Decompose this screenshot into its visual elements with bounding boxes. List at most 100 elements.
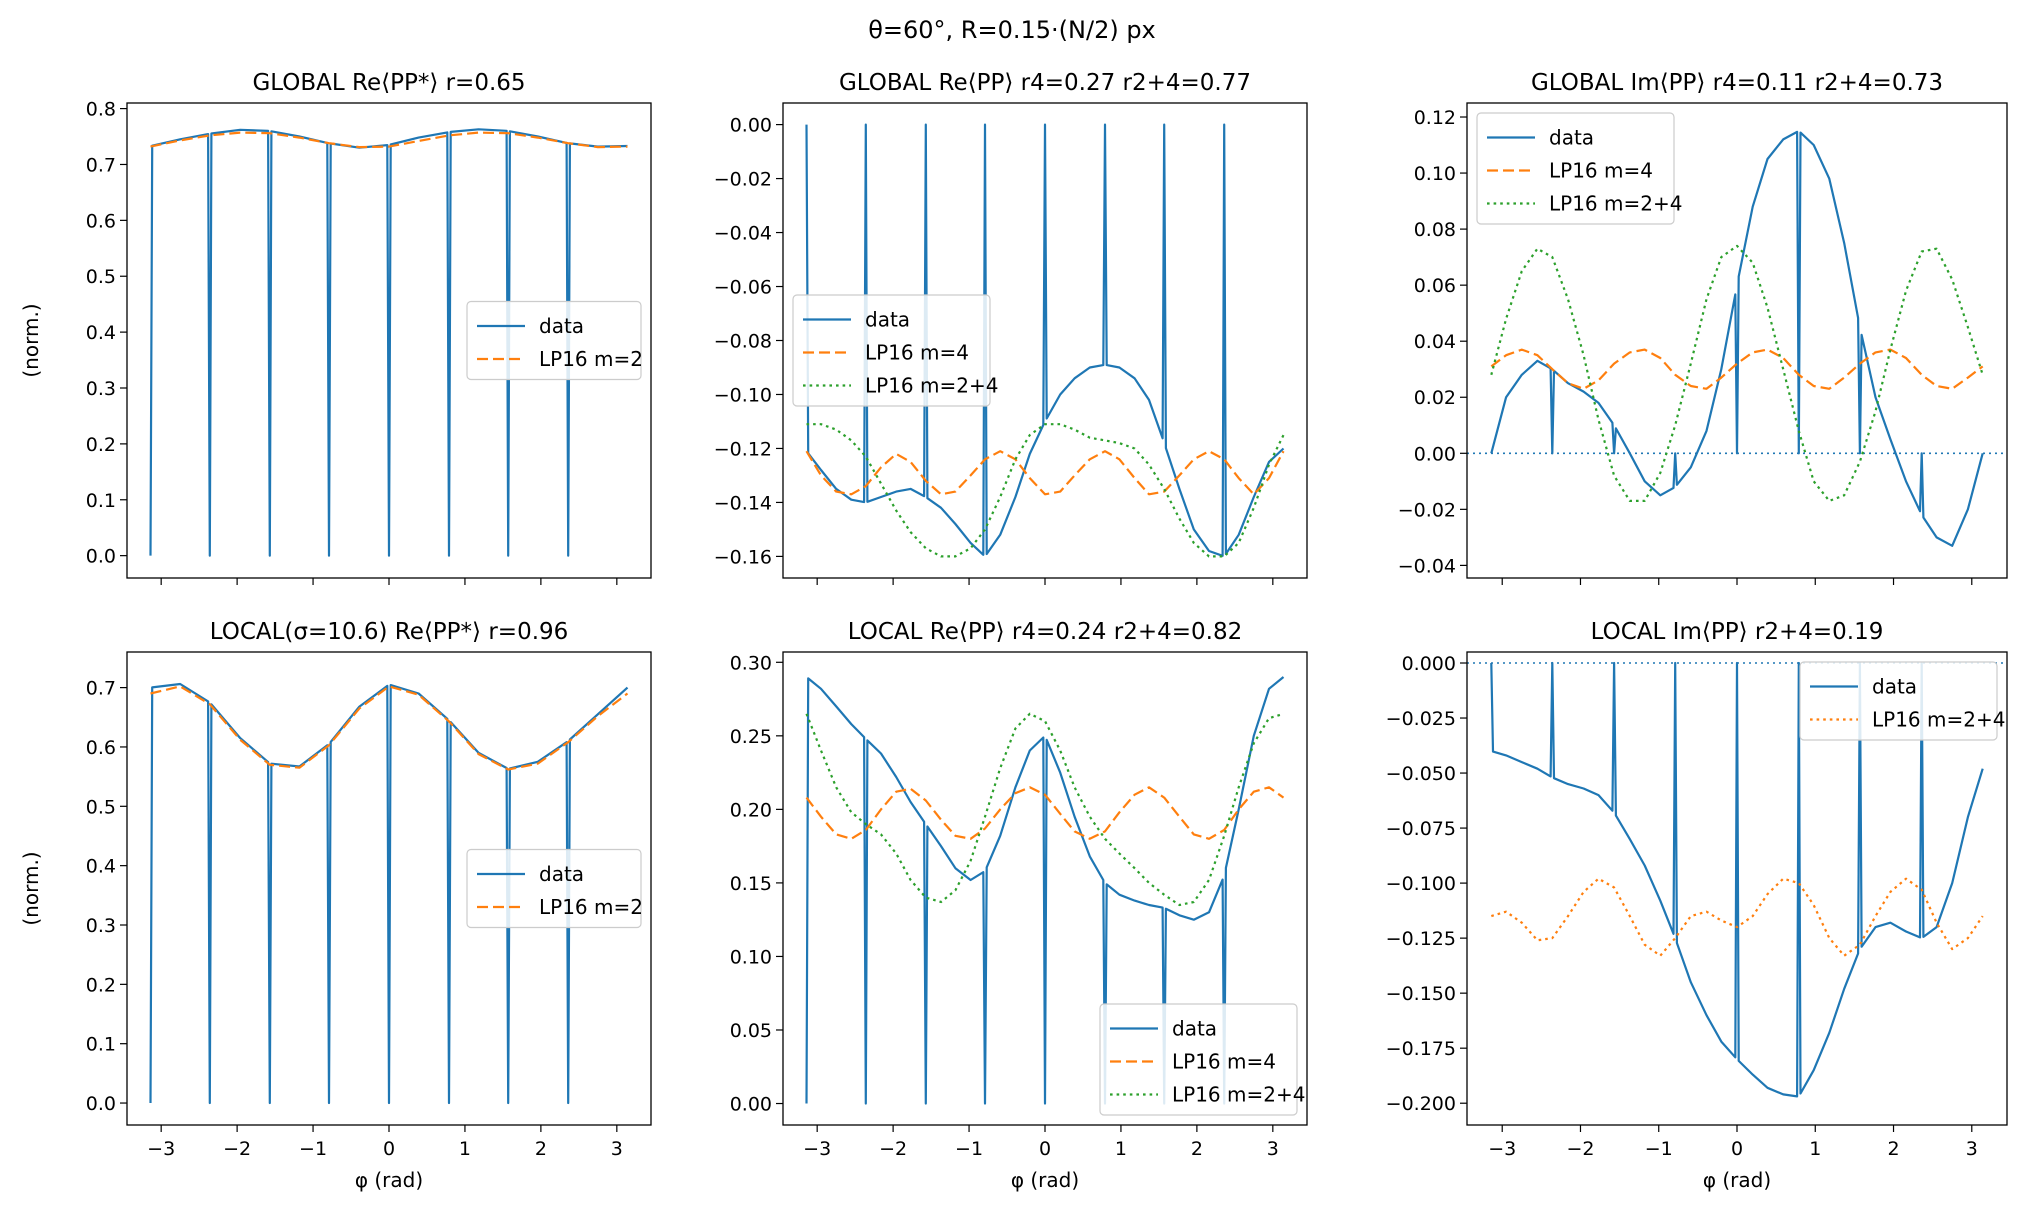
subplot-p02: 0.12 0.10 0.08 0.06 0.04 0.02 0.00 −0.02 −0.04 GL… [1398, 70, 2008, 585]
x-tick-label: −2 [223, 1138, 251, 1160]
x-tick-label: 3 [611, 1138, 623, 1160]
x-tick-label: 2 [1191, 1138, 1203, 1160]
x-tick-label: −3 [147, 1138, 175, 1160]
series-line-lp16-m-4 [805, 786, 1285, 840]
figure-suptitle: θ=60°, R=0.15·(N/2) px [868, 16, 1156, 44]
y-tick-label: 0.0 [86, 546, 116, 568]
y-tick-label: −0.02 [714, 169, 772, 191]
y-tick-label: 0.1 [86, 1034, 116, 1056]
series-line-lp16-m-2-4 [806, 423, 1285, 558]
y-tick-label: 0.4 [86, 322, 116, 344]
legend-label: data [865, 308, 910, 332]
plot-area [805, 676, 1285, 1105]
legend-label: LP16 m=4 [1549, 159, 1653, 183]
y-tick-label: 0.30 [730, 652, 772, 674]
x-tick-label: −1 [299, 1138, 327, 1160]
legend-label: data [1549, 126, 1594, 150]
series-line-lp16-m-2-4 [805, 712, 1284, 907]
x-tick-label: −1 [1645, 1138, 1673, 1160]
y-tick-label: −0.04 [714, 223, 772, 245]
y-tick-label: −0.025 [1386, 708, 1456, 730]
plot-area [149, 682, 629, 1105]
legend: data LP16 m=4 LP16 m=2+4 [1099, 1003, 1305, 1116]
legend-label: LP16 m=2+4 [1172, 1083, 1305, 1107]
subplot-p12: −3 −2 −1 0 1 2 3 0.000 −0.025 −0.050 −0.075 −0.100 −… [1386, 619, 2008, 1192]
x-tick-label: 1 [1115, 1138, 1127, 1160]
x-tick-label: −3 [1488, 1138, 1516, 1160]
y-tick-label: 0.05 [730, 1020, 772, 1042]
subplot-p01: 0.00 −0.02 −0.04 −0.06 −0.08 −0.10 −0.12 −0.14 −… [714, 70, 1308, 585]
series-line-data [1490, 661, 1984, 1098]
legend-label: LP16 m=2+4 [865, 374, 998, 398]
y-tick-label: 0.08 [1414, 219, 1456, 241]
series-line-lp16-m-2-4 [1490, 877, 1984, 957]
subplot-title: GLOBAL Re⟨PP⟩ r4=0.27 r2+4=0.77 [839, 70, 1251, 96]
y-tick-label: 0.5 [86, 796, 116, 818]
legend-label: data [539, 314, 584, 338]
y-tick-label: 0.000 [1402, 653, 1456, 675]
y-tick-label: −0.125 [1386, 928, 1456, 950]
legend-label: LP16 m=2+4 [1549, 192, 1682, 216]
subplot-title: GLOBAL Re⟨PP*⟩ r=0.65 [252, 70, 525, 96]
x-tick-label: 2 [535, 1138, 547, 1160]
plot-area [149, 128, 628, 557]
y-tick-label: 0.20 [730, 799, 772, 821]
y-tick-label: 0.7 [86, 678, 116, 700]
y-tick-label: 0.7 [86, 154, 116, 176]
series-line-lp16-m-2-4 [1490, 244, 1984, 502]
legend-label: LP16 m=4 [1172, 1050, 1276, 1074]
y-tick-label: −0.02 [1398, 499, 1456, 521]
x-tick-label: −2 [879, 1138, 907, 1160]
y-tick-label: 0.2 [86, 434, 116, 456]
x-axis-label: φ (rad) [355, 1168, 423, 1192]
y-tick-label: 0.0 [86, 1093, 116, 1115]
legend-box [1476, 112, 1675, 225]
y-tick-label: −0.16 [714, 546, 772, 568]
series-line-data [149, 128, 628, 557]
y-tick-label: 0.02 [1414, 387, 1456, 409]
y-tick-label: 0.10 [1414, 163, 1456, 185]
plot-area [805, 123, 1285, 558]
subplot-title: GLOBAL Im⟨PP⟩ r4=0.11 r2+4=0.73 [1531, 70, 1943, 96]
y-tick-label: 0.3 [86, 915, 116, 937]
y-tick-label: 0.15 [730, 873, 772, 895]
y-tick-label: 0.6 [86, 737, 116, 759]
subplot-p00: 0.0 0.1 0.2 0.3 0.4 0.5 0.6 0.7 0.8 GLOBAL Re⟨PP*… [19, 70, 652, 585]
legend-box [1099, 1003, 1298, 1116]
x-tick-label: 2 [1887, 1138, 1899, 1160]
legend-label: LP16 m=2 [539, 347, 643, 371]
subplot-p11: −3 −2 −1 0 1 2 3 0.00 0.05 0.10 0.15 0.20 0.25 0.30 LO… [730, 619, 1308, 1192]
y-tick-label: 0.5 [86, 266, 116, 288]
y-tick-label: 0.00 [1414, 443, 1456, 465]
subplot-title: LOCAL Im⟨PP⟩ r2+4=0.19 [1591, 619, 1884, 645]
y-tick-label: 0.2 [86, 974, 116, 996]
y-tick-label: −0.10 [714, 384, 772, 406]
y-tick-label: −0.075 [1386, 818, 1456, 840]
subplot-p10: −3 −2 −1 0 1 2 3 0.0 0.1 0.2 0.3 0.4 0.5 0.6 0.7 LOCAL(… [19, 619, 652, 1192]
y-tick-label: −0.050 [1386, 763, 1456, 785]
legend: data LP16 m=4 LP16 m=2+4 [1476, 112, 1682, 225]
legend: data LP16 m=2 [466, 300, 643, 381]
x-tick-label: 3 [1966, 1138, 1978, 1160]
series-line-data [805, 123, 1285, 557]
x-tick-label: 0 [1731, 1138, 1743, 1160]
x-tick-label: 0 [383, 1138, 395, 1160]
legend-box [1799, 661, 1998, 741]
x-axis-label: φ (rad) [1703, 1168, 1771, 1192]
subplot-title: LOCAL Re⟨PP⟩ r4=0.24 r2+4=0.82 [848, 619, 1242, 645]
y-tick-label: −0.150 [1386, 983, 1456, 1005]
legend-label: data [1172, 1017, 1217, 1041]
legend: data LP16 m=2+4 [1799, 661, 2005, 741]
y-axis-label: (norm.) [19, 851, 43, 925]
legend-label: LP16 m=2+4 [1872, 708, 2005, 732]
series-line-lp16-m-4 [1490, 348, 1984, 390]
series-line-lp16-m-4 [805, 450, 1285, 496]
y-tick-label: 0.00 [730, 115, 772, 137]
legend-label: LP16 m=2 [539, 895, 643, 919]
y-tick-label: 0.1 [86, 490, 116, 512]
y-tick-label: 0.8 [86, 99, 116, 121]
series-line-data [1490, 130, 1984, 547]
y-tick-label: −0.06 [714, 277, 772, 299]
x-tick-label: −3 [803, 1138, 831, 1160]
